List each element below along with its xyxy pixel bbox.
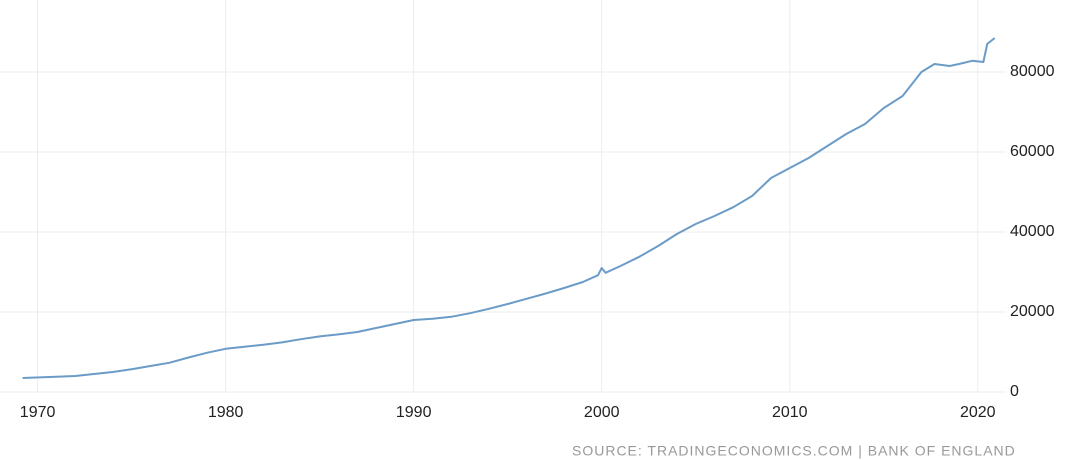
x-tick-label: 2020 bbox=[960, 404, 996, 421]
data-line bbox=[22, 37, 996, 379]
source: SOURCE: TRADINGECONOMICS.COM | BANK OF E… bbox=[572, 443, 1016, 459]
x-tick-label: 1980 bbox=[208, 404, 244, 421]
y-tick-label: 40000 bbox=[1010, 223, 1055, 240]
x-tick-label: 2000 bbox=[584, 404, 620, 421]
x-tick-label: 1970 bbox=[20, 404, 56, 421]
y-tick-label: 20000 bbox=[1010, 303, 1055, 320]
y-tick-label: 60000 bbox=[1010, 143, 1055, 160]
x-tick-label: 1990 bbox=[396, 404, 432, 421]
x-tick-label: 2010 bbox=[772, 404, 808, 421]
y-tick-label: 0 bbox=[1010, 383, 1019, 400]
y-tick-label: 80000 bbox=[1010, 63, 1055, 80]
